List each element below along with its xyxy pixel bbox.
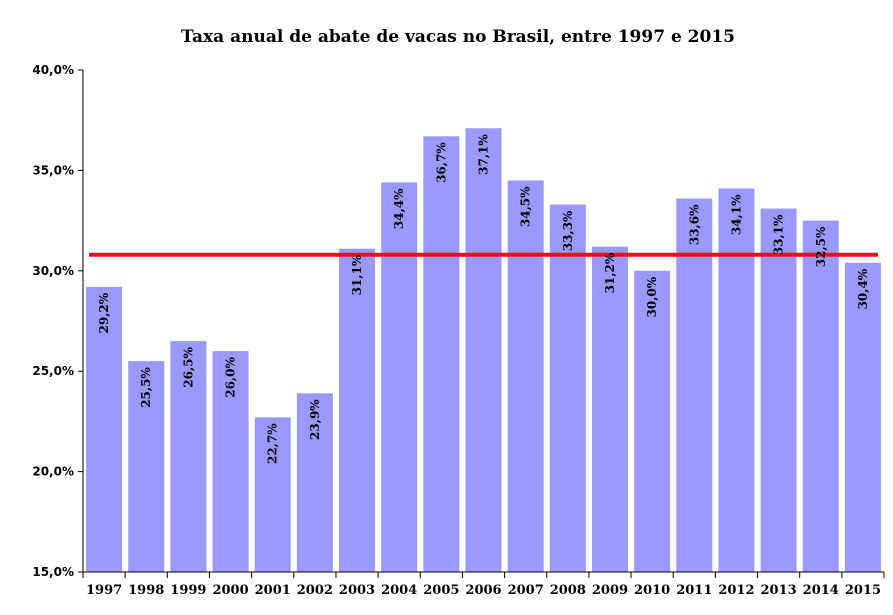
data-label: 23,9%	[308, 399, 322, 440]
bar-2000	[212, 351, 249, 572]
data-label: 31,1%	[350, 254, 364, 295]
data-label: 34,4%	[392, 188, 406, 229]
x-tick-label: 2005	[423, 583, 459, 598]
y-axis-ticks: 15,0% 20,0% 25,0% 30,0% 35,0% 40,0%	[32, 63, 83, 579]
axes	[82, 70, 884, 573]
x-tick-label: 2006	[465, 583, 501, 598]
data-label: 33,6%	[687, 204, 701, 245]
bar-1999	[170, 341, 207, 572]
bar-2010	[634, 270, 671, 572]
x-tick-label: 2004	[381, 583, 417, 598]
data-label: 34,1%	[729, 194, 743, 235]
chart-title: Taxa anual de abate de vacas no Brasil, …	[181, 27, 735, 47]
data-label: 31,2%	[603, 252, 617, 293]
bar-2014	[802, 220, 839, 572]
x-tick-label: 2013	[761, 583, 797, 598]
x-tick-label: 2001	[255, 583, 291, 598]
data-label: 34,5%	[519, 186, 533, 227]
y-tick-label: 40,0%	[32, 63, 74, 77]
data-label: 26,5%	[181, 346, 195, 387]
data-label: 37,1%	[477, 134, 491, 175]
data-labels: 29,2% 25,5% 26,5% 26,0% 22,7% 23,9% 31,1% 34,4%…	[97, 134, 870, 464]
data-label: 26,0%	[224, 357, 238, 398]
bar-2005	[423, 136, 460, 573]
data-label: 30,4%	[856, 268, 870, 309]
y-tick-label: 15,0%	[32, 565, 74, 579]
x-tick-label: 2000	[212, 583, 248, 598]
data-label: 25,5%	[139, 367, 153, 408]
y-tick-label: 20,0%	[32, 465, 74, 479]
bar-2013	[760, 208, 797, 572]
x-tick-label: 2012	[718, 583, 754, 598]
data-label: 33,3%	[561, 210, 575, 251]
data-label: 30,0%	[645, 276, 659, 317]
bar-2007	[507, 180, 544, 572]
x-tick-label: 2011	[676, 583, 712, 598]
x-tick-label: 2010	[634, 583, 670, 598]
y-tick-label: 30,0%	[32, 264, 74, 278]
bar-2001	[254, 417, 291, 572]
data-label: 29,2%	[97, 292, 111, 333]
x-tick-label: 2002	[297, 583, 333, 598]
x-tick-label: 2009	[592, 583, 628, 598]
bar-2011	[676, 198, 713, 572]
x-axis-ticks: 1997 1998 1999 2000 2001 2002 2003 2004 2005 2006…	[82, 572, 885, 598]
bar-2012	[718, 188, 755, 573]
bar-2004	[381, 182, 418, 572]
x-tick-label: 2008	[550, 583, 586, 598]
data-label: 32,5%	[814, 226, 828, 267]
bar-1997	[86, 286, 123, 572]
bar-2002	[296, 393, 333, 572]
x-tick-label: 1998	[128, 583, 164, 598]
data-label: 36,7%	[434, 142, 448, 183]
bar-2003	[339, 248, 376, 572]
bar-2015	[844, 262, 881, 572]
x-tick-label: 2015	[845, 583, 881, 598]
bar-1998	[128, 361, 165, 572]
y-tick-label: 35,0%	[32, 163, 74, 177]
x-tick-label: 1997	[86, 583, 122, 598]
bar-2009	[591, 246, 628, 573]
bars	[86, 128, 881, 573]
x-tick-label: 2003	[339, 583, 375, 598]
x-tick-label: 1999	[170, 583, 206, 598]
data-label: 33,1%	[772, 214, 786, 255]
bar-2008	[549, 204, 586, 572]
x-tick-label: 2014	[803, 583, 839, 598]
x-tick-label: 2007	[508, 583, 544, 598]
bar-2006	[465, 128, 502, 572]
data-label: 22,7%	[266, 423, 280, 464]
y-tick-label: 25,0%	[32, 364, 74, 378]
